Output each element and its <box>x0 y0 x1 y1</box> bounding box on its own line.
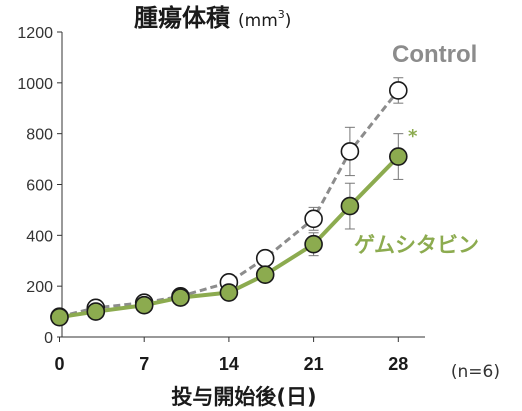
x-tick-label: 7 <box>139 354 149 374</box>
x-tick-label: 14 <box>219 354 239 374</box>
x-tick-label: 0 <box>54 354 64 374</box>
chart-title: 腫瘍体積 <box>134 4 230 32</box>
series-line <box>59 89 400 319</box>
data-point <box>219 283 239 302</box>
y-tick-label: 0 <box>44 330 53 347</box>
significance-marker: * <box>408 126 418 147</box>
data-point <box>304 234 323 254</box>
chart-title-unit: (mm3) <box>238 8 291 31</box>
data-point <box>171 288 190 307</box>
x-tick-group: 0 7 14 21 28 <box>54 337 408 374</box>
y-tick-label: 600 <box>26 178 53 195</box>
data-point <box>86 302 106 321</box>
data-point <box>255 265 275 285</box>
data-point <box>304 209 323 229</box>
data-point <box>388 147 408 166</box>
data-point <box>340 196 360 216</box>
legend-gemcitabine: ゲムシタビン <box>354 233 479 257</box>
x-tick-label: 21 <box>304 354 324 374</box>
data-point <box>134 295 154 315</box>
data-point <box>255 248 275 268</box>
data-point <box>50 307 69 327</box>
series-layer <box>50 77 408 327</box>
sample-size-note: (n=6) <box>451 362 500 382</box>
x-axis-label: 投与開始後(日) <box>171 385 316 409</box>
x-tick-label: 28 <box>388 354 408 374</box>
data-point <box>388 81 408 100</box>
legend-control: Control <box>392 41 477 68</box>
y-tick-group: 0 200 400 600 800 1000 1200 <box>17 25 62 347</box>
data-point <box>340 142 360 161</box>
y-tick-label: 1200 <box>17 25 53 42</box>
y-tick-label: 800 <box>26 127 53 144</box>
y-tick-label: 200 <box>26 279 53 296</box>
series-gemcitabine <box>50 133 408 327</box>
y-tick-label: 400 <box>26 228 53 245</box>
y-tick-label: 1000 <box>17 76 53 93</box>
